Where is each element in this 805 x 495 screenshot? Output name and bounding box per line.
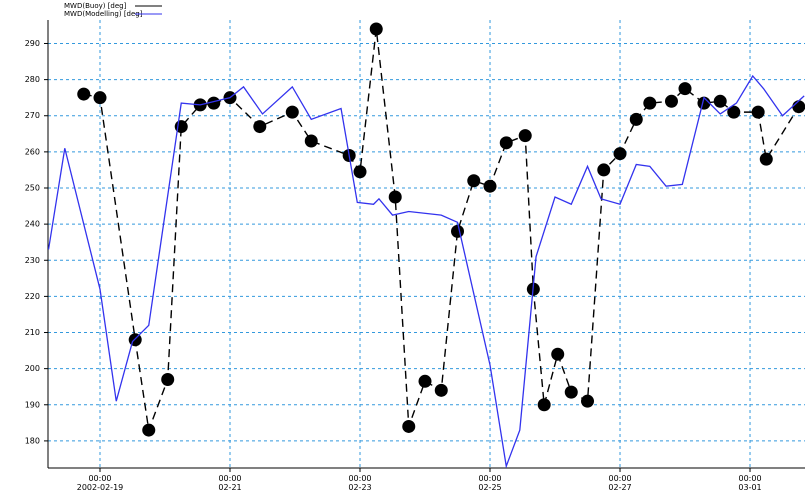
- data-point: [161, 372, 175, 386]
- data-point: [253, 120, 267, 134]
- data-point: [285, 105, 299, 119]
- data-point: [597, 163, 611, 177]
- data-point: [483, 179, 497, 193]
- data-point: [142, 423, 156, 437]
- data-point: [434, 383, 448, 397]
- y-tick-label: 180: [25, 436, 40, 445]
- data-point: [792, 100, 805, 114]
- data-point: [518, 129, 532, 143]
- y-tick-label: 240: [25, 220, 40, 229]
- data-point: [664, 94, 678, 108]
- data-point: [678, 82, 692, 96]
- y-tick-label: 200: [25, 364, 40, 373]
- y-tick-label: 290: [25, 39, 40, 48]
- data-point: [613, 147, 627, 161]
- y-tick-label: 260: [25, 147, 40, 156]
- data-point: [713, 94, 727, 108]
- data-point: [207, 96, 221, 110]
- data-point: [418, 374, 432, 388]
- data-point: [697, 96, 711, 110]
- x-tick-label: 00:00 02-27: [608, 474, 631, 492]
- x-tick-label: 00:00 2002-02-19: [77, 474, 124, 492]
- data-point: [402, 419, 416, 433]
- data-point: [751, 105, 765, 119]
- data-point: [537, 398, 551, 412]
- data-point: [93, 91, 107, 105]
- y-tick-label: 270: [25, 111, 40, 120]
- legend-label: MWD(Modelling) [deg]: [64, 10, 143, 18]
- y-tick-label: 190: [25, 400, 40, 409]
- y-tick-label: 220: [25, 292, 40, 301]
- legend-label: MWD(Buoy) [deg]: [64, 2, 127, 10]
- series: [77, 22, 805, 437]
- data-point: [551, 347, 565, 361]
- data-point: [643, 96, 657, 110]
- series-line: [48, 74, 805, 468]
- y-tick-label: 250: [25, 184, 40, 193]
- y-tick-label: 210: [25, 328, 40, 337]
- data-point: [759, 152, 773, 166]
- y-tick-label: 230: [25, 256, 40, 265]
- data-point: [77, 87, 91, 101]
- x-tick-label: 00:00 02-25: [478, 474, 501, 492]
- data-point: [304, 134, 318, 148]
- x-tick-label: 00:00 03-01: [738, 474, 761, 492]
- x-tick-label: 00:00 02-21: [218, 474, 241, 492]
- data-point: [388, 190, 402, 204]
- data-point: [581, 394, 595, 408]
- data-point: [369, 22, 383, 36]
- y-tick-label: 280: [25, 75, 40, 84]
- legend: MWD(Buoy) [deg] MWD(Modelling) [deg]: [64, 2, 162, 18]
- data-point: [629, 112, 643, 126]
- series-line: [83, 28, 800, 433]
- data-point: [353, 165, 367, 179]
- x-tick-label: 00:00 02-23: [348, 474, 371, 492]
- data-point: [467, 174, 481, 188]
- data-point: [451, 224, 465, 238]
- data-point: [499, 136, 513, 150]
- data-point: [564, 385, 578, 399]
- data-point: [727, 105, 741, 119]
- series: [48, 74, 805, 468]
